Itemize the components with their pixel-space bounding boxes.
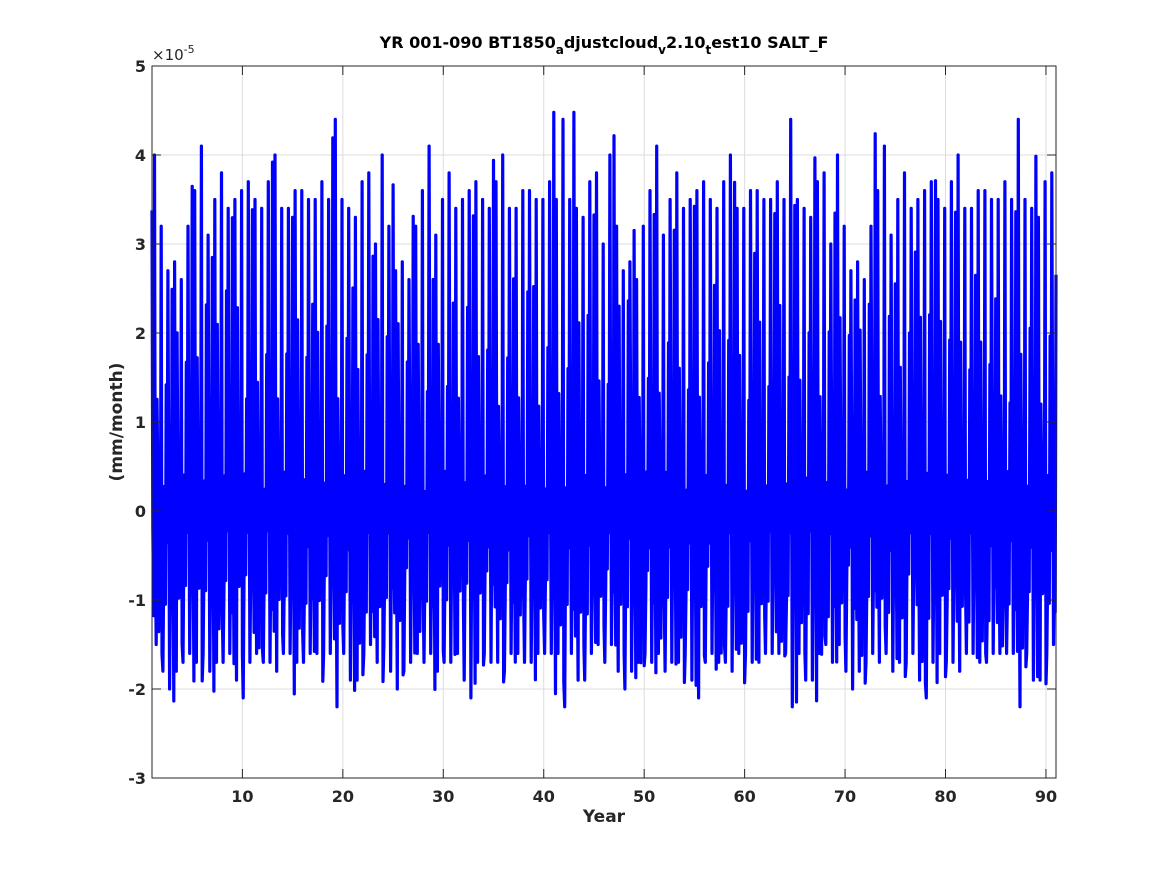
y-tick-label: 0 bbox=[135, 502, 146, 521]
x-tick-label: 40 bbox=[533, 787, 555, 806]
exponent-power: -5 bbox=[184, 43, 195, 56]
y-tick-label: 5 bbox=[135, 57, 146, 76]
title-part-1: a bbox=[556, 43, 564, 57]
x-tick-label: 70 bbox=[834, 787, 856, 806]
tick-marks bbox=[152, 65, 1056, 779]
title-part-6: est10 SALT_F bbox=[711, 33, 828, 52]
y-axis-label: (mm/month) bbox=[107, 363, 127, 482]
x-tick-label: 90 bbox=[1035, 787, 1057, 806]
chart-title: YR 001-090 BT1850adjustcloudv2.10test10 … bbox=[379, 33, 829, 57]
y-tick-label: -3 bbox=[128, 769, 146, 788]
x-tick-label: 80 bbox=[934, 787, 956, 806]
y-tick-labels: -3 -2 -1 0 1 2 3 4 5 bbox=[128, 57, 146, 788]
title-part-3: v bbox=[658, 43, 666, 57]
title-part-5: t bbox=[705, 43, 711, 57]
x-tick-label: 60 bbox=[733, 787, 755, 806]
series-layer bbox=[150, 110, 1058, 709]
x-tick-label: 30 bbox=[432, 787, 454, 806]
x-axis-label: Year bbox=[582, 807, 626, 827]
x-tick-label: 20 bbox=[332, 787, 354, 806]
y-tick-label: -2 bbox=[128, 680, 146, 699]
title-part-2: djustcloud bbox=[564, 33, 658, 52]
title-part-0: YR 001-090 BT1850 bbox=[379, 33, 556, 52]
exponent-base: ×10 bbox=[152, 46, 184, 64]
exponent-multiplier: ×10-5 bbox=[152, 43, 195, 64]
title-part-4: 2.10 bbox=[666, 33, 705, 52]
x-tick-labels: 10 20 30 40 50 60 70 80 90 bbox=[231, 787, 1057, 806]
y-tick-label: 1 bbox=[135, 413, 146, 432]
y-tick-label: 3 bbox=[135, 235, 146, 254]
series-line-salt-f bbox=[150, 110, 1058, 709]
x-tick-label: 10 bbox=[231, 787, 253, 806]
y-tick-label: -1 bbox=[128, 591, 146, 610]
x-tick-label: 50 bbox=[633, 787, 655, 806]
y-tick-label: 2 bbox=[135, 324, 146, 343]
y-tick-label: 4 bbox=[135, 146, 146, 165]
